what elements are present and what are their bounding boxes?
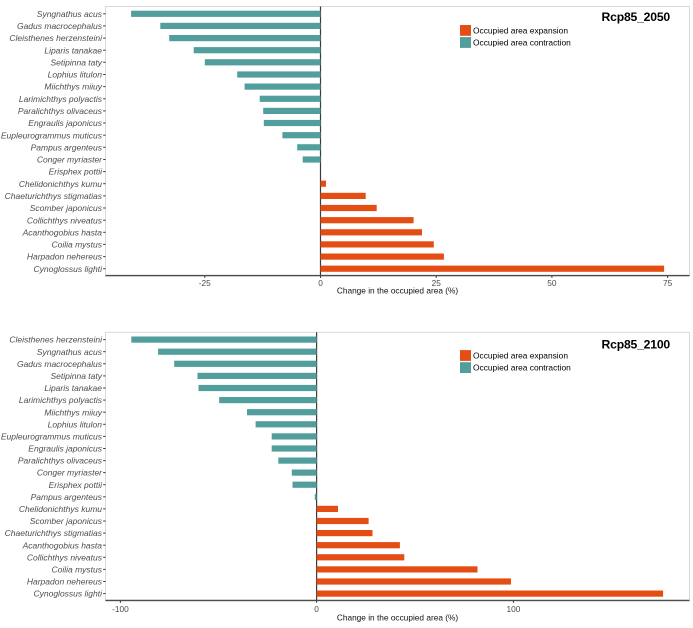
svg-text:Larimichthys polyactis: Larimichthys polyactis — [19, 94, 103, 104]
svg-text:Paralichthys olivaceus: Paralichthys olivaceus — [18, 456, 103, 466]
svg-text:Coilia mystus: Coilia mystus — [51, 240, 102, 250]
svg-text:Conger myriaster: Conger myriaster — [37, 468, 103, 478]
svg-text:Chaeturichthys stigmatias: Chaeturichthys stigmatias — [5, 191, 103, 201]
svg-text:Larimichthys polyactis: Larimichthys polyactis — [19, 395, 103, 405]
svg-text:0: 0 — [318, 278, 323, 288]
svg-text:25: 25 — [432, 278, 442, 288]
svg-text:Cynoglossus lighti: Cynoglossus lighti — [33, 264, 103, 274]
svg-text:Erisphex pottii: Erisphex pottii — [49, 480, 103, 490]
svg-text:Change in the occupied area (%: Change in the occupied area (%) — [337, 286, 459, 296]
svg-text:Pampus argenteus: Pampus argenteus — [31, 492, 103, 502]
svg-text:Conger myriaster: Conger myriaster — [37, 155, 103, 165]
svg-text:Liparis tanakae: Liparis tanakae — [44, 45, 102, 55]
svg-text:100: 100 — [506, 604, 520, 614]
svg-text:Eupleurogrammus muticus: Eupleurogrammus muticus — [1, 130, 103, 140]
svg-text:Coilia mystus: Coilia mystus — [51, 565, 102, 575]
svg-text:75: 75 — [663, 278, 673, 288]
svg-text:Setipinna taty: Setipinna taty — [50, 371, 102, 381]
svg-text:Eupleurogrammus muticus: Eupleurogrammus muticus — [1, 432, 103, 442]
svg-text:Scomber japonicus: Scomber japonicus — [30, 203, 103, 213]
svg-text:Harpadon nehereus: Harpadon nehereus — [27, 577, 103, 587]
svg-text:Change in the occupied area (%: Change in the occupied area (%) — [337, 612, 459, 622]
svg-text:Paralichthys olivaceus: Paralichthys olivaceus — [18, 106, 103, 116]
svg-text:Liparis tanakae: Liparis tanakae — [44, 383, 102, 393]
svg-text:Engraulis japonicus: Engraulis japonicus — [28, 118, 102, 128]
svg-text:Erisphex pottii: Erisphex pottii — [49, 167, 103, 177]
svg-text:Chaeturichthys stigmatias: Chaeturichthys stigmatias — [5, 528, 103, 538]
svg-text:Harpadon nehereus: Harpadon nehereus — [27, 252, 103, 262]
svg-text:Scomber japonicus: Scomber japonicus — [30, 516, 103, 526]
svg-text:Gadus macrocephalus: Gadus macrocephalus — [17, 359, 103, 369]
svg-text:-100: -100 — [112, 604, 129, 614]
svg-text:Chelidonichthys kumu: Chelidonichthys kumu — [19, 179, 102, 189]
svg-text:Syngnathus acus: Syngnathus acus — [37, 347, 103, 357]
svg-text:Syngnathus acus: Syngnathus acus — [37, 9, 103, 19]
svg-text:Occupied area expansion: Occupied area expansion — [473, 25, 568, 35]
svg-text:Engraulis japonicus: Engraulis japonicus — [28, 444, 102, 454]
svg-text:Lophius litulon: Lophius litulon — [48, 419, 103, 429]
svg-text:Occupied area contraction: Occupied area contraction — [473, 363, 571, 373]
svg-text:Gadus macrocephalus: Gadus macrocephalus — [17, 21, 103, 31]
svg-text:Pampus argenteus: Pampus argenteus — [31, 142, 103, 152]
svg-text:Collichthys niveatus: Collichthys niveatus — [27, 552, 103, 562]
svg-text:Setipinna taty: Setipinna taty — [50, 57, 102, 67]
svg-text:Chelidonichthys kumu: Chelidonichthys kumu — [19, 504, 102, 514]
svg-text:0: 0 — [314, 604, 319, 614]
svg-text:Miichthys miiuy: Miichthys miiuy — [44, 407, 102, 417]
svg-text:Occupied area expansion: Occupied area expansion — [473, 350, 568, 360]
svg-text:Rcp85_2050: Rcp85_2050 — [602, 10, 671, 24]
svg-text:Cynoglossus lighti: Cynoglossus lighti — [33, 589, 103, 599]
svg-text:Acanthogobius hasta: Acanthogobius hasta — [22, 540, 103, 550]
svg-text:-25: -25 — [199, 278, 211, 288]
svg-text:Acanthogobius hasta: Acanthogobius hasta — [22, 227, 103, 237]
svg-text:Collichthys niveatus: Collichthys niveatus — [27, 215, 103, 225]
svg-text:Lophius litulon: Lophius litulon — [48, 70, 103, 80]
svg-text:Miichthys miiuy: Miichthys miiuy — [44, 82, 102, 92]
svg-text:Rcp85_2100: Rcp85_2100 — [602, 337, 671, 351]
svg-text:Cleisthenes herzensteini: Cleisthenes herzensteini — [9, 335, 103, 345]
svg-text:50: 50 — [547, 278, 557, 288]
svg-text:Cleisthenes herzensteini: Cleisthenes herzensteini — [9, 33, 103, 43]
svg-text:Occupied area contraction: Occupied area contraction — [473, 37, 571, 47]
